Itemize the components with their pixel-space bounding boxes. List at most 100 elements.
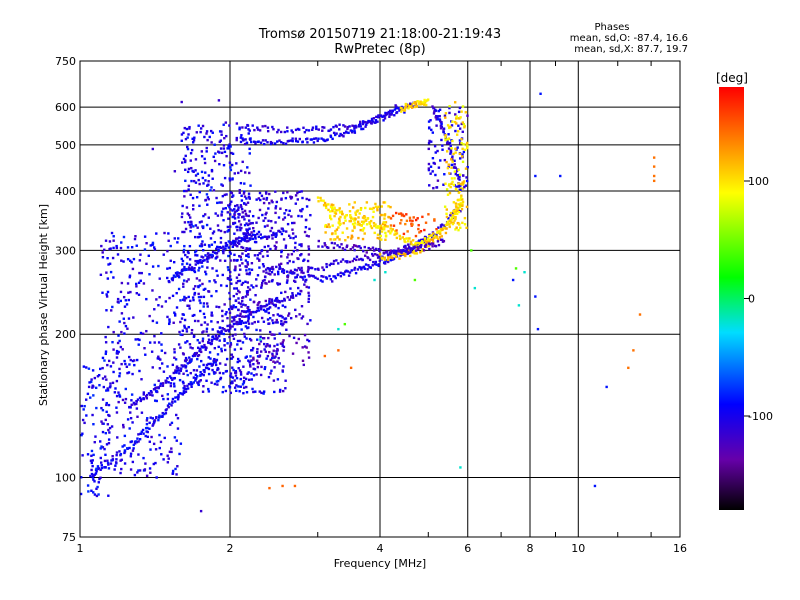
echo-point [222,123,225,126]
echo-point [151,424,154,427]
echo-point [191,314,194,317]
echo-point [244,233,248,237]
echo-point [105,378,108,381]
echo-point [248,308,251,312]
echo-point [374,223,377,226]
echo-point [108,262,112,265]
echo-point [413,252,416,255]
echo-point [390,230,393,233]
echo-point [239,322,243,326]
echo-point [384,238,387,241]
echo-point [113,391,117,394]
echo-point [282,269,286,272]
echo-point [301,276,304,279]
echo-point [460,110,463,113]
echo-point [466,146,469,150]
echo-point [276,282,279,285]
echo-point [248,268,251,271]
echo-point [137,281,141,285]
echo-point [251,237,255,241]
echo-point [125,303,129,306]
echo-point [248,288,252,291]
echo-point [294,235,297,238]
echo-point [314,137,318,140]
echo-point [443,224,446,227]
echo-point [383,213,387,216]
echo-point [459,184,462,187]
y-tick-label: 200 [55,328,76,341]
echo-point [463,216,467,220]
echo-point [230,307,234,311]
echo-point [139,432,142,435]
echo-point [534,174,537,178]
echo-point [108,386,112,389]
echo-point [263,305,266,308]
echo-point [194,249,198,253]
echo-point [348,260,352,264]
echo-point [405,237,408,240]
echo-point [145,422,149,426]
echo-point [166,377,169,380]
echo-point [155,476,158,479]
echo-point [354,217,357,221]
echo-point [402,106,405,109]
echo-point [287,314,290,317]
echo-point [205,150,208,153]
echo-point [112,370,115,374]
echo-point [180,257,183,261]
echo-point [206,252,210,255]
echo-point [104,335,107,339]
echo-point [191,137,194,141]
echo-point [316,277,319,281]
echo-point [193,251,197,254]
echo-point [172,260,176,264]
echo-point [262,308,266,312]
echo-point [182,372,185,375]
echo-point [210,256,214,259]
echo-point [405,219,409,223]
echo-point [410,242,413,246]
echo-point [116,253,120,256]
echo-point [351,124,354,127]
echo-point [446,124,450,127]
echo-point [283,130,286,134]
echo-point [160,362,164,365]
echo-point [378,259,381,263]
echo-point [364,125,367,128]
echo-point [93,493,97,496]
echo-point [439,159,442,162]
echo-point [354,244,357,248]
echo-point [423,228,426,232]
echo-point [135,400,138,403]
echo-point [459,202,462,205]
echo-point [458,157,462,160]
echo-point [246,229,249,233]
echo-point [358,223,362,227]
echo-point [414,218,418,222]
echo-point [152,462,155,466]
echo-point [462,174,465,177]
echo-point [372,260,375,264]
echo-point [331,232,334,235]
echo-point [244,232,248,235]
echo-point [224,348,227,352]
echo-point [196,375,199,378]
echo-point [239,255,242,259]
echo-point [153,246,156,249]
echo-point [329,205,333,208]
echo-point [365,123,368,126]
echo-point [277,128,280,132]
echo-point [239,321,243,324]
echo-point [252,286,255,289]
echo-point [362,220,366,223]
echo-point [157,386,160,390]
echo-point [453,170,457,173]
echo-point [193,266,196,270]
echo-point [279,207,282,210]
echo-point [174,275,177,278]
echo-point [301,346,304,349]
echo-point [335,259,338,262]
echo-point [244,126,247,129]
echo-point [126,447,129,450]
